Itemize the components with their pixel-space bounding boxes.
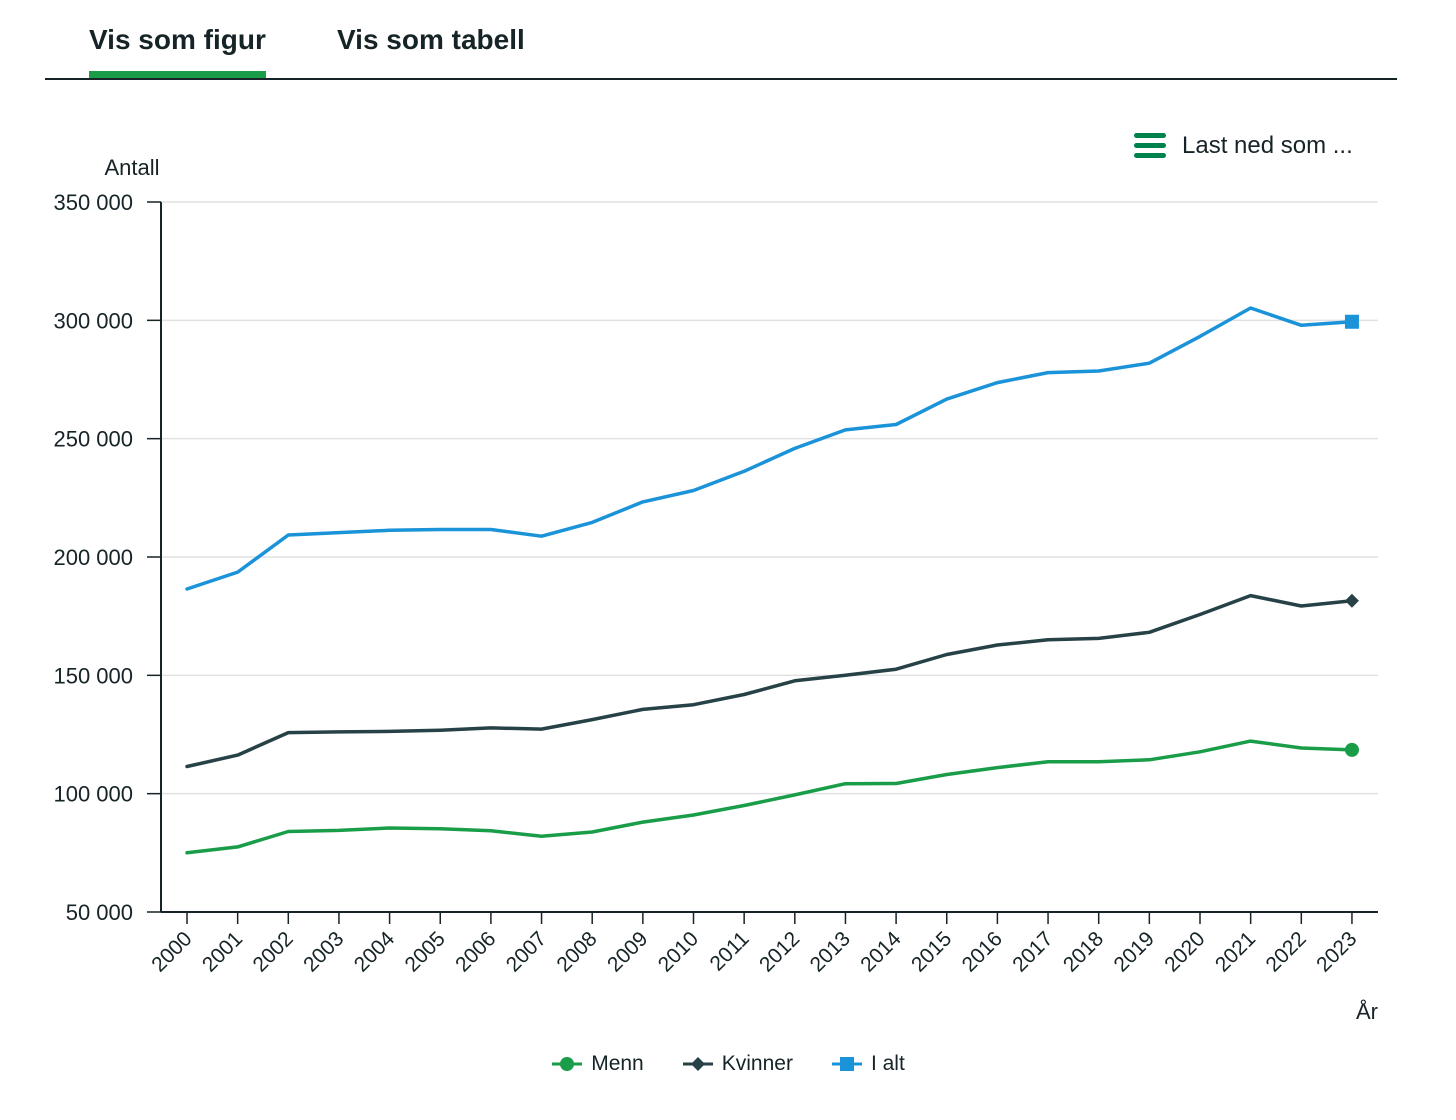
download-button[interactable]: Last ned som ... [1134, 126, 1353, 166]
x-tick-label: 2011 [705, 927, 753, 975]
x-tick-label: 2014 [856, 927, 906, 977]
y-tick-label: 150 000 [53, 663, 133, 688]
data-point-kvinner [1344, 593, 1359, 608]
legend-symbol-kvinner [682, 1057, 713, 1071]
chart-legend: Menn Kvinner I alt [0, 1052, 1456, 1076]
series-i-alt [185, 306, 1359, 591]
x-tick-label: 2019 [1110, 927, 1159, 976]
tab-table[interactable]: Vis som tabell [337, 24, 525, 55]
series-line-menn [185, 739, 1354, 855]
x-tick-label: 2004 [350, 927, 400, 977]
series-line-kvinner [185, 593, 1354, 769]
y-tick-label: 100 000 [53, 782, 133, 807]
x-axis-label: År [1356, 999, 1378, 1024]
x-tick-label: 2005 [400, 927, 449, 976]
menu-icon [1134, 133, 1166, 159]
x-tick-label: 2015 [907, 927, 956, 976]
x-tick-label: 2013 [806, 927, 855, 976]
legend-marker-menn [560, 1057, 575, 1071]
legend-label: Menn [591, 1052, 644, 1075]
y-axis-label: Antall [104, 155, 159, 180]
legend-item-i-alt[interactable]: I alt [831, 1052, 905, 1076]
legend-item-menn[interactable]: Menn [551, 1052, 644, 1076]
y-tick-label: 250 000 [53, 427, 133, 452]
x-tick-label: 2009 [603, 927, 652, 976]
legend-item-kvinner[interactable]: Kvinner [682, 1052, 793, 1076]
y-tick-label: 50 000 [66, 900, 133, 925]
legend-label: I alt [870, 1052, 905, 1075]
x-tick-label: 2006 [451, 927, 500, 976]
legend-symbol-i-alt [831, 1057, 862, 1071]
legend-label: Kvinner [721, 1052, 793, 1075]
series-kvinner [185, 593, 1359, 769]
x-tick-label: 2012 [755, 927, 804, 976]
data-point-menn [1344, 742, 1359, 757]
x-tick-label: 2010 [654, 927, 703, 976]
x-tick-label: 2001 [198, 927, 247, 976]
series-group [185, 306, 1359, 855]
data-point-i-alt [1344, 314, 1359, 329]
x-tick-label: 2022 [1262, 927, 1311, 976]
axes: 50 000 100 000 150 000 200 000 250 000 300 00… [53, 190, 1378, 977]
x-tick-label: 2017 [1008, 927, 1057, 976]
x-tick-label: 2008 [552, 927, 601, 976]
legend-marker-i-alt [839, 1057, 854, 1071]
legend-symbol-menn [552, 1057, 583, 1071]
x-tick-label: 2020 [1160, 927, 1209, 976]
x-tick-label: 2023 [1312, 927, 1361, 976]
y-tick-label: 200 000 [53, 545, 133, 570]
view-tabs: Vis som figur Vis som tabell [45, 0, 1397, 80]
x-tick-label: 2002 [249, 927, 298, 976]
legend-marker-kvinner [690, 1057, 705, 1071]
x-tick-label: 2000 [147, 927, 196, 976]
y-tick-label: 350 000 [53, 190, 133, 215]
x-tick-label: 2018 [1059, 927, 1108, 976]
download-label: Last ned som ... [1182, 132, 1353, 159]
series-line-i-alt [185, 306, 1354, 591]
x-tick-label: 2003 [299, 927, 348, 976]
series-menn [185, 739, 1359, 855]
x-tick-label: 2016 [958, 927, 1007, 976]
x-tick-label: 2007 [502, 927, 551, 976]
tab-figure[interactable]: Vis som figur [89, 24, 266, 78]
x-tick-label: 2021 [1211, 927, 1260, 976]
y-tick-label: 300 000 [53, 308, 133, 333]
grid-lines [161, 201, 1378, 795]
